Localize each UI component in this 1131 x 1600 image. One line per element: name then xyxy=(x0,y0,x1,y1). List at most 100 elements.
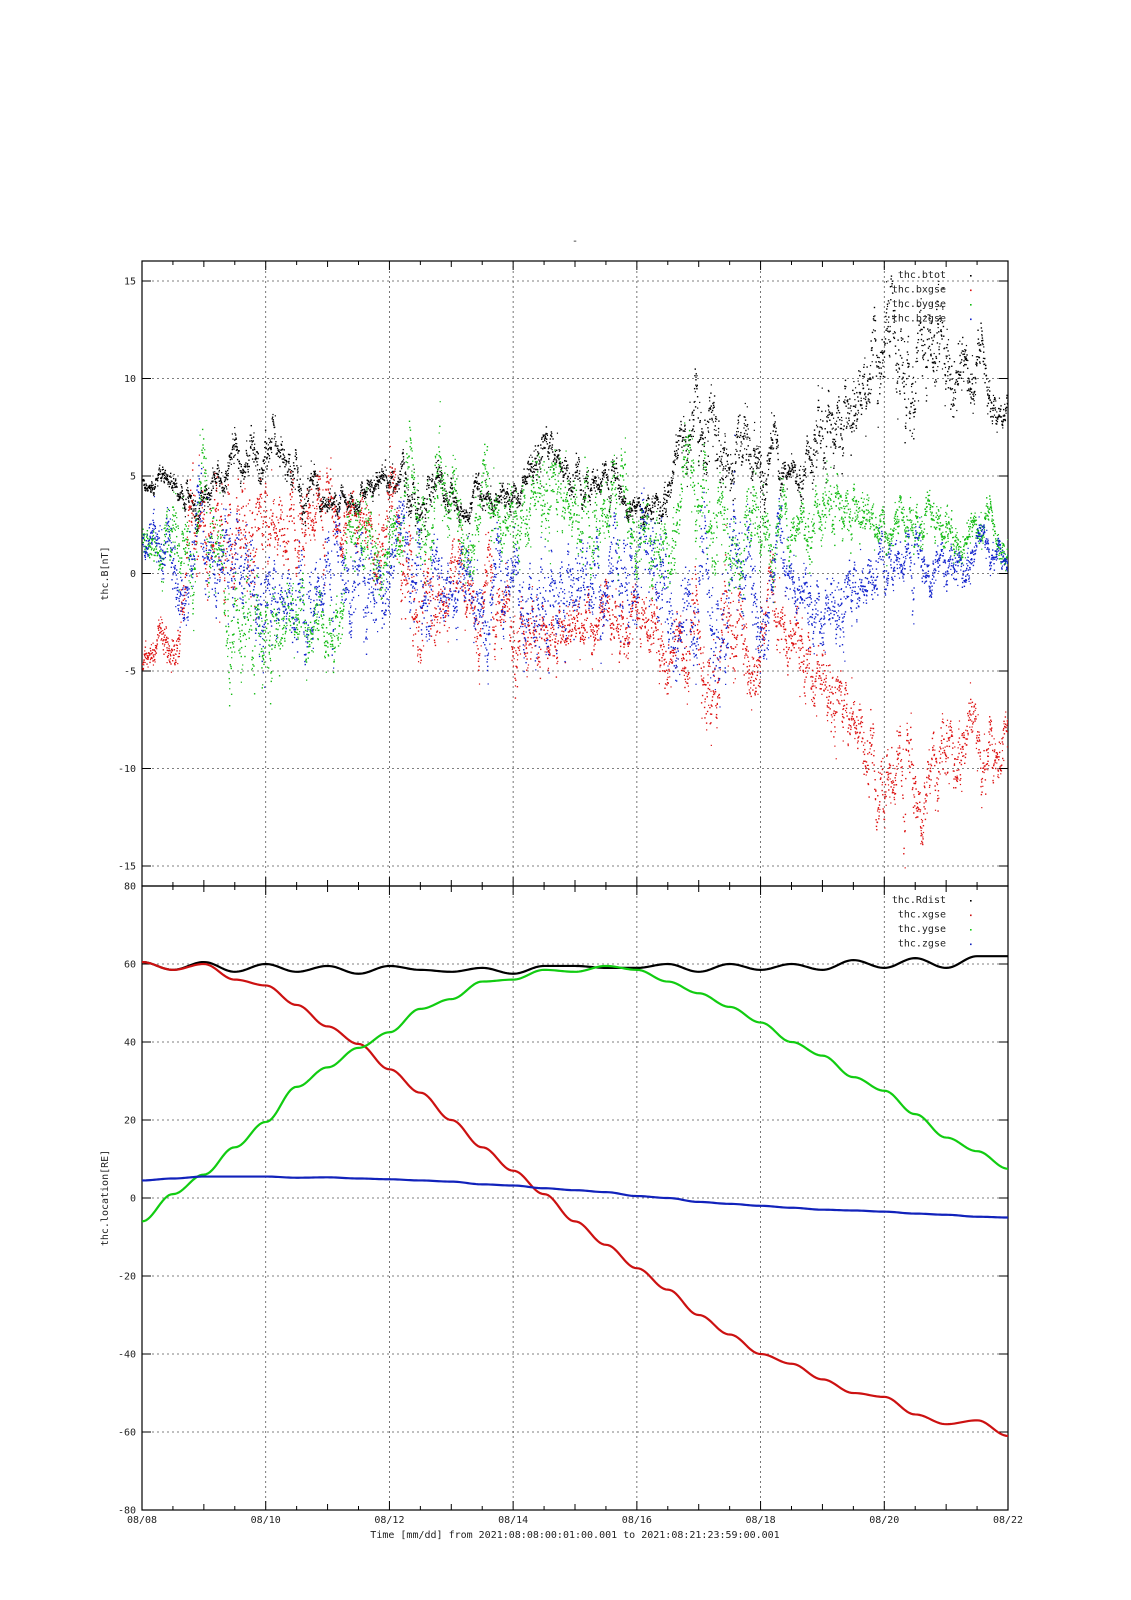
data-point xyxy=(629,507,631,509)
series-group xyxy=(142,275,1008,869)
data-point xyxy=(879,361,881,364)
data-point xyxy=(368,480,370,483)
data-point xyxy=(322,544,324,546)
data-point xyxy=(951,378,953,380)
data-point xyxy=(256,497,258,500)
data-point xyxy=(867,380,869,382)
data-point xyxy=(756,467,758,470)
data-point xyxy=(440,472,443,474)
data-point xyxy=(890,275,893,277)
data-point xyxy=(316,474,319,476)
data-point xyxy=(923,327,925,329)
data-point xyxy=(514,495,516,497)
data-point xyxy=(859,391,862,394)
data-point xyxy=(251,441,253,443)
data-point xyxy=(739,414,741,416)
data-point xyxy=(598,484,600,486)
data-point xyxy=(743,427,745,429)
y-tick-label: -5 xyxy=(124,667,136,678)
data-point xyxy=(177,493,180,496)
data-point xyxy=(212,473,215,475)
data-point xyxy=(145,484,148,487)
data-point xyxy=(324,503,326,505)
data-point xyxy=(857,396,859,398)
data-point xyxy=(292,462,295,464)
data-point xyxy=(149,658,152,661)
data-point xyxy=(635,504,637,506)
data-point xyxy=(812,488,814,490)
data-point xyxy=(231,586,233,588)
data-point xyxy=(863,366,865,368)
data-point xyxy=(168,652,170,655)
data-point xyxy=(184,576,187,579)
data-point xyxy=(369,490,372,493)
data-point xyxy=(965,363,967,366)
data-point xyxy=(250,437,253,439)
data-point xyxy=(249,541,251,544)
data-point xyxy=(143,664,145,666)
data-point xyxy=(602,474,605,476)
data-point xyxy=(164,643,166,645)
data-point xyxy=(312,501,314,503)
data-point xyxy=(310,478,312,480)
data-point xyxy=(519,501,521,503)
data-point xyxy=(256,501,259,503)
data-point xyxy=(223,579,226,582)
data-point xyxy=(651,498,653,500)
data-point xyxy=(572,491,574,493)
data-point xyxy=(717,427,720,430)
data-point xyxy=(405,473,407,476)
data-point xyxy=(446,497,448,499)
data-point xyxy=(198,525,201,527)
data-point xyxy=(206,599,209,601)
data-point xyxy=(567,476,570,478)
data-point xyxy=(279,517,281,520)
data-point xyxy=(793,471,795,473)
data-point xyxy=(817,399,820,402)
data-point xyxy=(164,469,167,472)
data-point xyxy=(214,509,217,511)
data-point xyxy=(707,430,709,432)
data-point xyxy=(309,512,312,514)
data-point xyxy=(536,474,538,476)
data-point xyxy=(471,496,474,498)
data-point xyxy=(656,496,659,499)
data-point xyxy=(818,406,820,409)
data-point xyxy=(585,473,588,476)
data-point xyxy=(159,626,161,628)
data-point xyxy=(272,413,274,416)
data-point xyxy=(555,459,557,461)
data-point xyxy=(637,501,640,503)
data-point xyxy=(554,454,556,457)
data-point xyxy=(224,614,226,617)
data-point xyxy=(970,402,972,404)
data-point xyxy=(184,516,187,518)
data-point xyxy=(366,494,368,496)
data-point xyxy=(328,505,331,507)
data-point xyxy=(238,526,241,529)
data-point xyxy=(533,471,536,473)
data-point xyxy=(823,452,825,454)
data-point xyxy=(583,477,585,480)
data-point xyxy=(558,458,560,461)
data-point xyxy=(288,462,290,464)
data-point xyxy=(996,431,998,433)
y-tick-label: 0 xyxy=(130,569,136,580)
data-point xyxy=(707,455,709,457)
data-point xyxy=(227,475,229,477)
data-point xyxy=(896,382,899,384)
data-point xyxy=(167,643,170,645)
data-point xyxy=(555,463,557,466)
data-point xyxy=(647,496,649,498)
data-point xyxy=(957,384,959,386)
data-point xyxy=(159,470,162,473)
data-point xyxy=(931,303,933,305)
data-point xyxy=(278,538,280,540)
data-point xyxy=(401,465,403,467)
data-point xyxy=(960,377,963,379)
data-point xyxy=(608,508,611,510)
data-point xyxy=(429,478,431,481)
data-point xyxy=(676,458,678,460)
data-point xyxy=(738,421,740,423)
data-point xyxy=(689,434,692,436)
